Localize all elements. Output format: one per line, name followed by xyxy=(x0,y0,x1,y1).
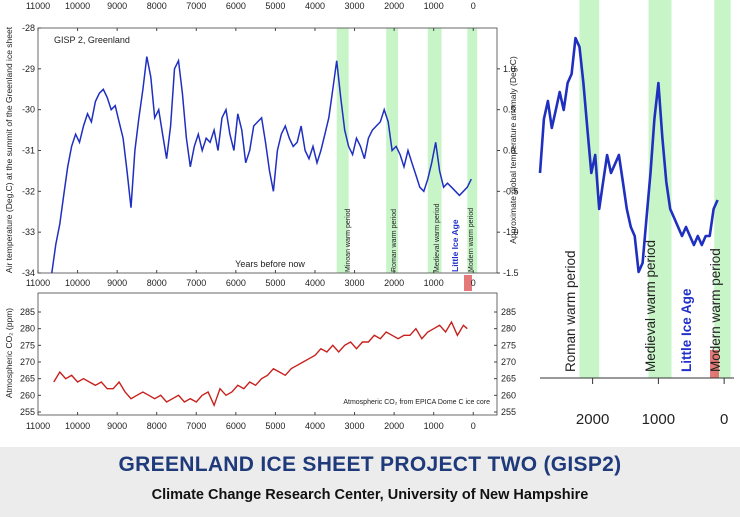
co2-y-axis-label: Atmospheric CO₂ (ppm) xyxy=(4,308,14,398)
co2-line xyxy=(53,320,468,408)
zoom-band-label-2: Little Ice Age xyxy=(679,288,694,372)
top-x-tick-label-4: 7000 xyxy=(186,1,206,11)
top-y2-tick-label-0: 1.0 xyxy=(503,64,516,74)
modern-period-marker xyxy=(464,275,472,291)
co2-annotation: Atmospheric CO₂ from EPICA Dome C ice co… xyxy=(343,399,490,406)
mid-x-tick-label-4: 7000 xyxy=(186,278,206,288)
top-y2-tick-label-5: -1.5 xyxy=(503,268,519,278)
top-y2-tick-label-2: 0.0 xyxy=(503,146,516,156)
top-y-axis-label: Air temperature (Deg.C) at the summit of… xyxy=(4,26,14,273)
mid-x-tick-label-1: 10000 xyxy=(65,278,90,288)
bottom-x-tick-label-1: 10000 xyxy=(65,421,90,431)
top-band-label-1: Roman warm period xyxy=(391,209,398,272)
mid-x-tick-label-2: 9000 xyxy=(107,278,127,288)
bottom-x-tick-label-2: 9000 xyxy=(107,421,127,431)
top-band-label-2: Medieval warm period xyxy=(434,203,441,272)
mid-x-tick-label-7: 4000 xyxy=(305,278,325,288)
top-x-tick-label-6: 5000 xyxy=(265,1,285,11)
bottom-x-tick-label-9: 2000 xyxy=(384,421,404,431)
bottom-x-tick-label-6: 5000 xyxy=(265,421,285,431)
top-y-tick-label-1: -29 xyxy=(22,64,35,74)
top-band-label-3: Little Ice Age xyxy=(450,219,460,272)
top-x-tick-label-11: 0 xyxy=(471,1,476,11)
top-x-tick-label-5: 6000 xyxy=(226,1,246,11)
bottom-x-tick-label-10: 1000 xyxy=(424,421,444,431)
co2-y-right-tick-label-3: 270 xyxy=(501,357,516,367)
co2-y-right-tick-label-4: 265 xyxy=(501,374,516,384)
top-y2-tick-label-1: 0.5 xyxy=(503,105,516,115)
bottom-x-tick-label-11: 0 xyxy=(471,421,476,431)
top-band-label-4: Modern warm period xyxy=(468,208,475,272)
top-band-4 xyxy=(467,28,478,273)
bottom-x-tick-label-0: 11000 xyxy=(26,421,50,431)
zoom-band-label-3: Modern warm period xyxy=(708,248,723,372)
co2-y-right-tick-label-1: 280 xyxy=(501,324,516,334)
co2-y-tick-label-4: 265 xyxy=(20,374,35,384)
mid-x-tick-label-11: 0 xyxy=(471,278,476,288)
top-y-tick-label-6: -34 xyxy=(22,268,35,278)
zoom-x-tick-label-1: 1000 xyxy=(642,411,675,428)
top-y2-axis-label: Approximate global temperature anomaly (… xyxy=(508,56,518,244)
top-x-tick-label-2: 9000 xyxy=(107,1,127,11)
zoom-band-label-0: Roman warm period xyxy=(563,250,578,372)
mid-x-tick-label-5: 6000 xyxy=(226,278,246,288)
zoom-x-tick-label-2: 0 xyxy=(720,411,728,428)
top-y-tick-label-4: -32 xyxy=(22,186,35,196)
co2-y-right-tick-label-0: 285 xyxy=(501,307,516,317)
chart-svg: 1100011000110001000010000100009000900090… xyxy=(4,0,734,431)
top-y2-tick-label-4: -1.0 xyxy=(503,227,519,237)
panel-label: GISP 2, Greenland xyxy=(54,35,130,45)
co2-y-right-tick-label-6: 255 xyxy=(501,407,516,417)
bottom-panel-frame xyxy=(37,292,498,416)
banner-title: GREENLAND ICE SHEET PROJECT TWO (GISP2) xyxy=(118,453,622,476)
zoom-band-label-1: Medieval warm period xyxy=(643,240,658,372)
title-banner xyxy=(0,447,740,517)
top-x-tick-label-9: 2000 xyxy=(384,1,404,11)
co2-y-tick-label-0: 285 xyxy=(20,307,35,317)
mid-x-tick-label-9: 2000 xyxy=(384,278,404,288)
top-x-tick-label-10: 1000 xyxy=(424,1,444,11)
zoom-temperature-line xyxy=(538,36,719,274)
co2-y-right-tick-label-2: 275 xyxy=(501,340,516,350)
mid-x-tick-label-0: 11000 xyxy=(26,278,50,288)
top-y-tick-label-5: -33 xyxy=(22,227,35,237)
zoom-band-3 xyxy=(714,0,731,378)
zoom-band-1 xyxy=(648,0,672,378)
banner-subtitle: Climate Change Research Center, Universi… xyxy=(151,487,589,503)
co2-y-tick-label-1: 280 xyxy=(20,324,35,334)
bottom-x-tick-label-7: 4000 xyxy=(305,421,325,431)
bottom-x-tick-label-3: 8000 xyxy=(147,421,167,431)
gisp2-temperature-line xyxy=(51,56,472,274)
top-x-tick-label-7: 4000 xyxy=(305,1,325,11)
top-x-tick-label-8: 3000 xyxy=(345,1,365,11)
top-y-tick-label-0: -28 xyxy=(22,23,35,33)
bottom-x-tick-label-5: 6000 xyxy=(226,421,246,431)
co2-y-tick-label-5: 260 xyxy=(20,390,35,400)
zoom-band-0 xyxy=(579,0,600,378)
zoom-x-tick-label-0: 2000 xyxy=(576,411,609,428)
bottom-x-tick-label-8: 3000 xyxy=(345,421,365,431)
bottom-x-tick-label-4: 7000 xyxy=(186,421,206,431)
top-y-tick-label-3: -31 xyxy=(22,146,35,156)
mid-x-tick-label-8: 3000 xyxy=(345,278,365,288)
top-y2-tick-label-3: -0.5 xyxy=(503,186,519,196)
co2-y-right-tick-label-5: 260 xyxy=(501,390,516,400)
top-x-axis-label: Years before now xyxy=(235,259,305,269)
mid-x-tick-label-6: 5000 xyxy=(265,278,285,288)
top-y-tick-label-2: -30 xyxy=(22,105,35,115)
co2-y-tick-label-3: 270 xyxy=(20,357,35,367)
co2-y-tick-label-6: 255 xyxy=(20,407,35,417)
top-band-0 xyxy=(336,28,349,273)
top-band-label-0: Minoan warm period xyxy=(345,208,352,272)
top-x-tick-label-1: 10000 xyxy=(65,1,90,11)
mid-x-tick-label-3: 8000 xyxy=(147,278,167,288)
mid-x-tick-label-10: 1000 xyxy=(424,278,444,288)
zoom-modern-marker xyxy=(710,350,719,378)
co2-y-tick-label-2: 275 xyxy=(20,340,35,350)
top-x-tick-label-0: 11000 xyxy=(26,1,50,11)
top-x-tick-label-3: 8000 xyxy=(147,1,167,11)
